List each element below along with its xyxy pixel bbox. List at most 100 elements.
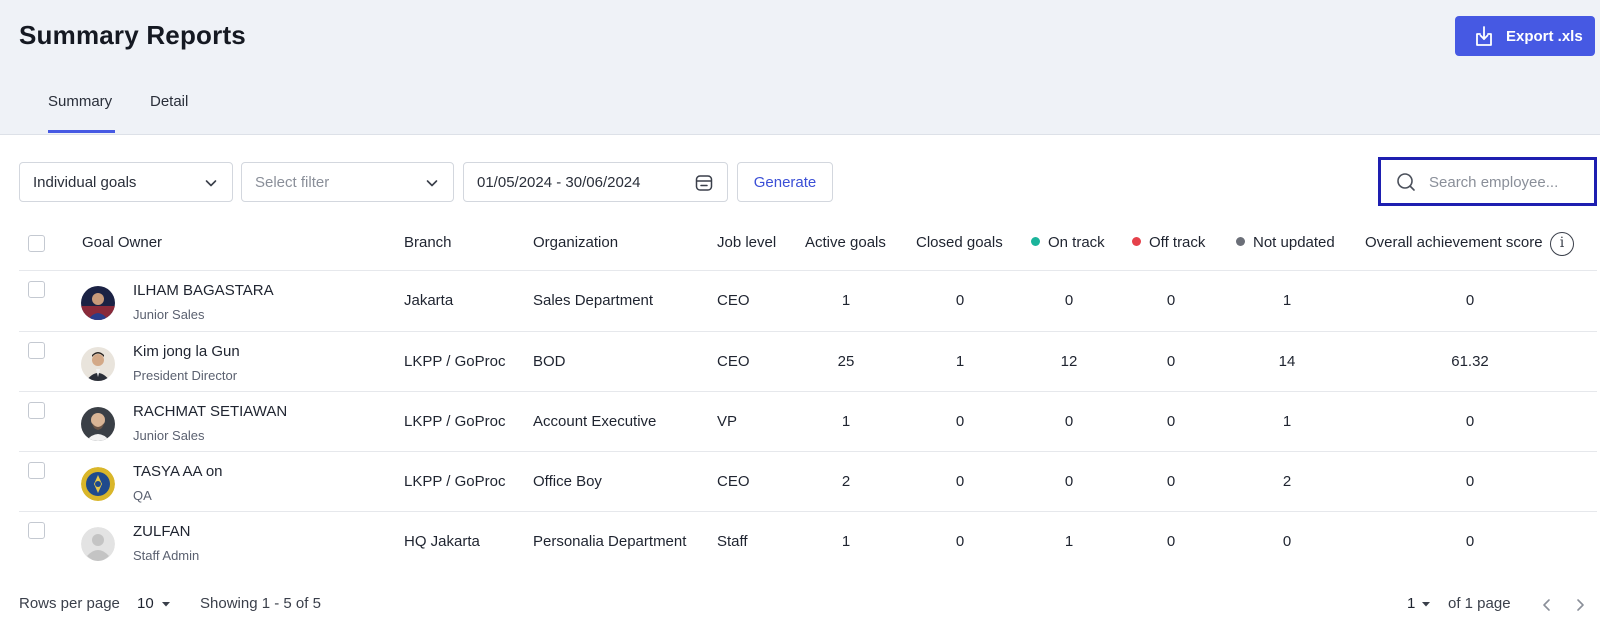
overall-score-cell: 0 xyxy=(1465,533,1475,550)
active-goals-cell: 1 xyxy=(841,292,851,309)
generate-button[interactable]: Generate xyxy=(737,162,833,202)
off-track-cell: 0 xyxy=(1166,353,1176,370)
chevron-down-icon xyxy=(205,180,217,187)
column-header-job-level[interactable]: Job level xyxy=(717,234,777,251)
off-track-dot xyxy=(1132,237,1141,246)
not-updated-cell: 2 xyxy=(1282,473,1292,490)
active-goals-cell: 2 xyxy=(841,473,851,490)
page-select[interactable]: 1 xyxy=(1407,595,1433,612)
not-updated-label: Not updated xyxy=(1253,234,1335,251)
page-number: 1 xyxy=(1407,595,1416,612)
organization-cell: Sales Department xyxy=(533,292,654,309)
overall-score-cell: 61.32 xyxy=(1451,353,1489,370)
goal-owner-name: TASYA AA on xyxy=(133,463,223,480)
column-header-overall-score[interactable]: Overall achievement score xyxy=(1365,234,1543,251)
on-track-cell: 12 xyxy=(1060,353,1078,370)
active-goals-cell: 25 xyxy=(837,353,855,370)
row-checkbox[interactable] xyxy=(28,402,45,419)
table-row[interactable]: ILHAM BAGASTARA Junior Sales Jakarta Sal… xyxy=(0,271,1600,331)
goal-owner-title: Junior Sales xyxy=(133,428,205,443)
row-checkbox[interactable] xyxy=(28,342,45,359)
on-track-cell: 0 xyxy=(1064,292,1074,309)
table-row[interactable]: ZULFAN Staff Admin HQ Jakarta Personalia… xyxy=(0,512,1600,572)
goal-owner-title: QA xyxy=(133,488,152,503)
column-header-organization[interactable]: Organization xyxy=(533,234,619,251)
avatar xyxy=(81,286,115,320)
off-track-cell: 0 xyxy=(1166,292,1176,309)
tab-summary[interactable]: Summary xyxy=(48,93,113,110)
search-input[interactable] xyxy=(1429,171,1589,193)
avatar xyxy=(81,467,115,501)
off-track-cell: 0 xyxy=(1166,413,1176,430)
column-header-off-track[interactable]: Off track xyxy=(1132,234,1205,251)
select-all-checkbox[interactable] xyxy=(28,235,45,252)
organization-cell: BOD xyxy=(533,353,566,370)
goal-owner-name: ZULFAN xyxy=(133,523,191,540)
calendar-icon xyxy=(695,175,713,191)
not-updated-cell: 14 xyxy=(1278,353,1296,370)
branch-cell: HQ Jakarta xyxy=(404,533,480,550)
rows-per-page-select[interactable]: 10 xyxy=(137,595,173,612)
off-track-cell: 0 xyxy=(1166,533,1176,550)
goal-owner-title: President Director xyxy=(133,368,238,383)
row-checkbox[interactable] xyxy=(28,462,45,479)
column-header-on-track[interactable]: On track xyxy=(1031,234,1105,251)
filter-select[interactable]: Select filter xyxy=(241,162,454,202)
avatar xyxy=(81,347,115,381)
job-level-cell: CEO xyxy=(717,473,750,490)
header-area: Summary Reports Export .xls Summary Deta… xyxy=(0,0,1600,135)
row-divider xyxy=(19,331,1597,332)
not-updated-dot xyxy=(1236,237,1245,246)
column-header-branch[interactable]: Branch xyxy=(404,234,452,251)
page-title: Summary Reports xyxy=(19,20,246,50)
job-level-cell: CEO xyxy=(717,292,750,309)
date-range-picker[interactable]: 01/05/2024 - 30/06/2024 xyxy=(463,162,728,202)
goal-type-value: Individual goals xyxy=(33,173,137,191)
branch-cell: LKPP / GoProc xyxy=(404,473,506,490)
on-track-cell: 0 xyxy=(1064,413,1074,430)
organization-cell: Personalia Department xyxy=(533,533,687,550)
column-header-goal-owner[interactable]: Goal Owner xyxy=(82,234,163,251)
tab-detail[interactable]: Detail xyxy=(150,93,189,110)
table-row[interactable]: TASYA AA on QA LKPP / GoProc Office Boy … xyxy=(0,452,1600,512)
info-icon[interactable]: i xyxy=(1550,232,1574,256)
export-xls-button[interactable]: Export .xls xyxy=(1455,16,1595,56)
on-track-cell: 1 xyxy=(1064,533,1074,550)
branch-cell: Jakarta xyxy=(404,292,454,309)
prev-page-icon[interactable] xyxy=(1540,598,1554,612)
row-checkbox[interactable] xyxy=(28,522,45,539)
goal-owner-name: Kim jong la Gun xyxy=(133,343,240,360)
on-track-dot xyxy=(1031,237,1040,246)
column-header-closed-goals[interactable]: Closed goals xyxy=(916,234,1003,251)
column-header-active-goals[interactable]: Active goals xyxy=(805,234,886,251)
header-divider xyxy=(19,270,1597,271)
row-checkbox[interactable] xyxy=(28,281,45,298)
row-divider xyxy=(19,511,1597,512)
column-header-not-updated[interactable]: Not updated xyxy=(1236,234,1335,251)
active-tab-indicator xyxy=(48,130,115,133)
row-divider xyxy=(19,391,1597,392)
search-box[interactable] xyxy=(1378,157,1597,206)
goal-owner-name: ILHAM BAGASTARA xyxy=(133,282,274,299)
avatar xyxy=(81,407,115,441)
organization-cell: Office Boy xyxy=(533,473,602,490)
on-track-label: On track xyxy=(1048,234,1105,251)
goal-type-select[interactable]: Individual goals xyxy=(19,162,233,202)
not-updated-cell: 0 xyxy=(1282,533,1292,550)
closed-goals-cell: 0 xyxy=(955,413,965,430)
caret-down-icon xyxy=(161,601,170,606)
table-row[interactable]: Kim jong la Gun President Director LKPP … xyxy=(0,332,1600,392)
chevron-down-icon xyxy=(426,180,438,187)
download-icon xyxy=(1476,26,1492,46)
overall-score-cell: 0 xyxy=(1465,473,1475,490)
search-icon xyxy=(1397,173,1415,191)
on-track-cell: 0 xyxy=(1064,473,1074,490)
next-page-icon[interactable] xyxy=(1573,598,1587,612)
goal-owner-title: Staff Admin xyxy=(133,548,200,563)
closed-goals-cell: 1 xyxy=(955,353,965,370)
overall-score-cell: 0 xyxy=(1465,292,1475,309)
goal-owner-name: RACHMAT SETIAWAN xyxy=(133,403,288,420)
caret-down-icon xyxy=(1422,601,1431,606)
table-row[interactable]: RACHMAT SETIAWAN Junior Sales LKPP / GoP… xyxy=(0,392,1600,452)
rows-per-page-value: 10 xyxy=(137,595,154,612)
